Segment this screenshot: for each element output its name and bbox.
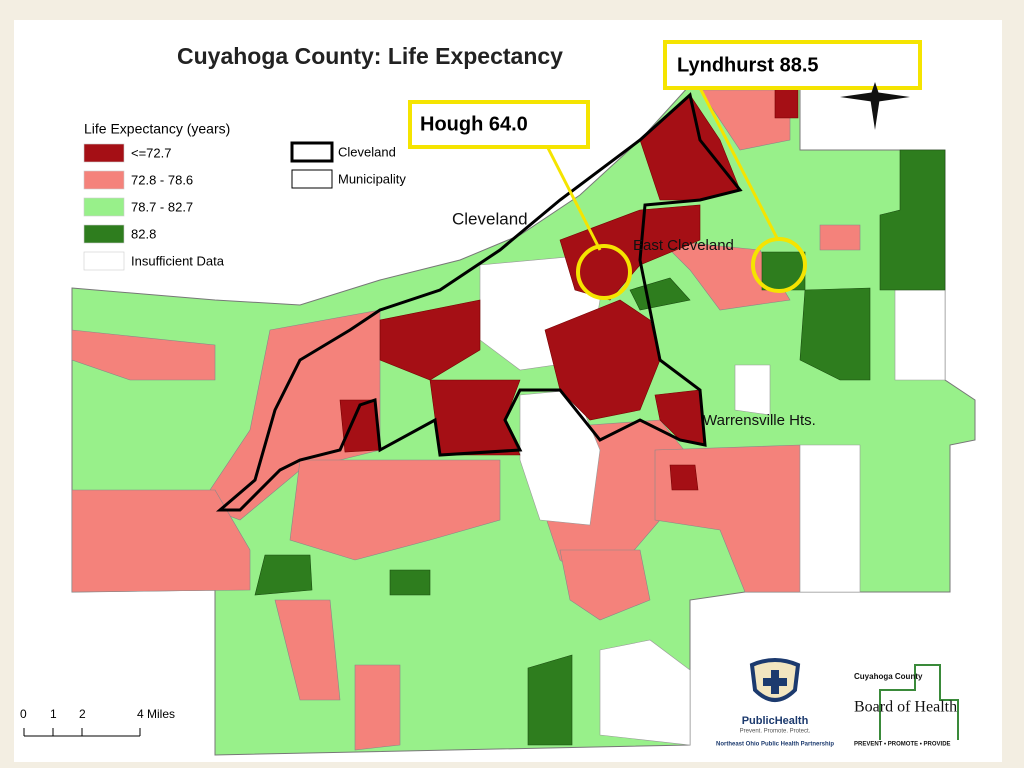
legend-label: 82.8 [131,226,156,241]
legend-swatch [83,197,125,217]
tract [71,489,251,593]
logo-outline [879,664,959,740]
callout-box [663,40,922,90]
place-label: East Cleveland [633,237,734,254]
tracts-dark-green [254,149,946,746]
place-label: Warrensville Hts. [703,412,816,429]
legend-swatch [83,143,125,163]
tract [819,224,861,251]
tract [254,554,313,596]
public-health-logo: PublicHealth Prevent. Promote. Protect. … [716,658,834,748]
cleveland-swatch [290,141,334,163]
scale-label: 1 [50,707,57,721]
cleveland-boundary [215,92,743,512]
callout-text: Hough 64.0 [420,113,528,135]
tract [559,549,651,621]
legend-label: <=72.7 [131,145,172,160]
tract [559,204,701,301]
tract [599,639,691,746]
logo-cross [763,678,787,686]
tract [379,299,481,381]
tract [71,329,216,381]
callout-line [698,87,780,241]
tract [289,459,501,561]
callout-line [546,147,602,251]
logo-text: Prevent. Promote. Protect. [740,729,811,735]
legend-label: 72.8 - 78.6 [131,172,193,187]
scale-label: 0 [20,707,27,721]
legend: Life Expectancy (years) <=72.7 72.8 - 78.… [83,121,230,271]
place-label: Cleveland [452,209,528,228]
scale-bar [23,728,141,737]
compass-ew [840,92,910,102]
callout-lyndhurst: Lyndhurst 88.5 [663,40,922,293]
legend-label: Insufficient Data [131,253,225,268]
compass [840,82,910,130]
callout-circle [576,244,632,300]
logo-text: Northeast Ohio Public Health Partnership [716,742,834,748]
legend-label: 78.7 - 82.7 [131,199,193,214]
legend-swatch [83,251,125,271]
tract [734,364,771,416]
map-title: Cuyahoga County: Life Expectancy [177,43,563,69]
callout-text: Lyndhurst 88.5 [677,54,819,76]
tract [879,149,946,291]
logo-text: Board of Health [854,699,957,716]
logo-text: PREVENT • PROMOTE • PROVIDE [854,742,951,748]
tract [761,251,806,291]
logo-text: Cuyahoga County [854,672,923,681]
tract [659,239,791,311]
callout-circle [751,237,807,293]
boundary-label: Cleveland [338,144,396,159]
boundary-legend: Cleveland Municipality [290,141,406,189]
board-of-health-logo: Cuyahoga County Board of Health PREVENT … [854,664,959,748]
scale-label: 4 Miles [137,707,175,721]
callout-box [408,100,590,149]
scale-label: 2 [79,707,86,721]
tract [354,664,401,751]
tracts-red [339,87,799,491]
legend-title: Life Expectancy (years) [84,121,230,137]
tract [774,87,799,119]
municipality-swatch [291,169,333,189]
legend-swatch [83,170,125,190]
boundary-label: Municipality [338,171,406,186]
tract [799,444,861,593]
tract [894,289,946,381]
tract [669,464,699,491]
tract [389,569,431,596]
legend-swatch [83,224,125,244]
callout-hough: Hough 64.0 [408,100,632,300]
logo-text: PublicHealth [742,715,809,727]
tract [799,287,871,381]
tract [527,654,573,746]
tract [274,599,341,701]
